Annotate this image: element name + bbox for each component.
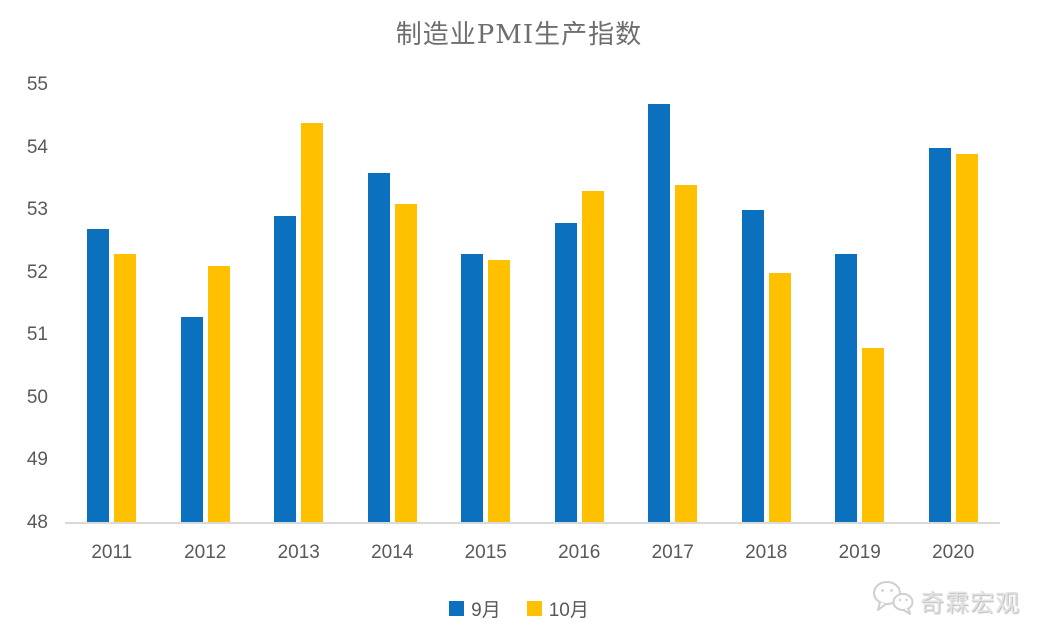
wechat-icon [872,580,914,621]
bar-october-2013 [301,122,324,523]
bar-september-2012 [180,316,203,523]
bar-october-2011 [114,253,137,523]
bar-october-2019 [862,347,885,523]
y-tick-label-48: 48 [26,512,48,533]
bar-october-2017 [675,185,698,523]
x-tick-label-2012: 2012 [184,542,227,563]
x-axis-line [65,522,1000,524]
x-tick-label-2017: 2017 [651,542,694,563]
y-tick-label-50: 50 [26,386,48,408]
bar-october-2015 [488,260,511,523]
bar-september-2020 [928,147,951,523]
y-tick-label-51: 51 [26,324,48,346]
bar-october-2014 [394,203,417,523]
bar-september-2019 [835,253,858,523]
bar-september-2011 [87,228,110,523]
x-tick-label-2013: 2013 [277,542,320,563]
y-tick-label-52: 52 [26,261,48,283]
bar-october-2016 [581,191,604,523]
bar-october-2020 [955,153,978,523]
bar-september-2014 [367,172,390,523]
x-tick-label-2015: 2015 [464,542,507,563]
x-tick-label-2018: 2018 [745,542,788,563]
october-swatch [526,601,542,616]
bar-september-2015 [461,253,484,523]
bar-september-2017 [648,103,671,523]
october-label: 10月 [548,600,589,621]
x-tick-label-2019: 2019 [838,542,881,563]
x-tick-label-2020: 2020 [932,542,975,563]
chart-title: 制造业PMI生产指数 [395,20,643,50]
y-tick-label-53: 53 [26,199,48,221]
x-tick-label-2014: 2014 [371,542,414,563]
bar-september-2016 [554,222,577,523]
watermark: 奇霖宏观 [872,580,1020,621]
bar-september-2018 [741,210,764,523]
legend-item-september: 9月 [449,595,501,622]
september-label: 9月 [471,600,501,621]
y-tick-label-55: 55 [26,74,48,95]
x-tick-label-2011: 2011 [91,542,133,563]
september-swatch [449,601,465,616]
watermark-text: 奇霖宏观 [920,589,1020,617]
legend-item-october: 10月 [526,595,589,622]
bar-september-2013 [274,216,297,523]
y-tick-label-49: 49 [26,449,48,471]
x-tick-label-2016: 2016 [558,542,601,563]
bar-october-2018 [768,272,791,523]
bar-october-2012 [207,266,230,523]
y-tick-label-54: 54 [26,136,48,158]
legend: 9月 10月 [0,595,1038,622]
